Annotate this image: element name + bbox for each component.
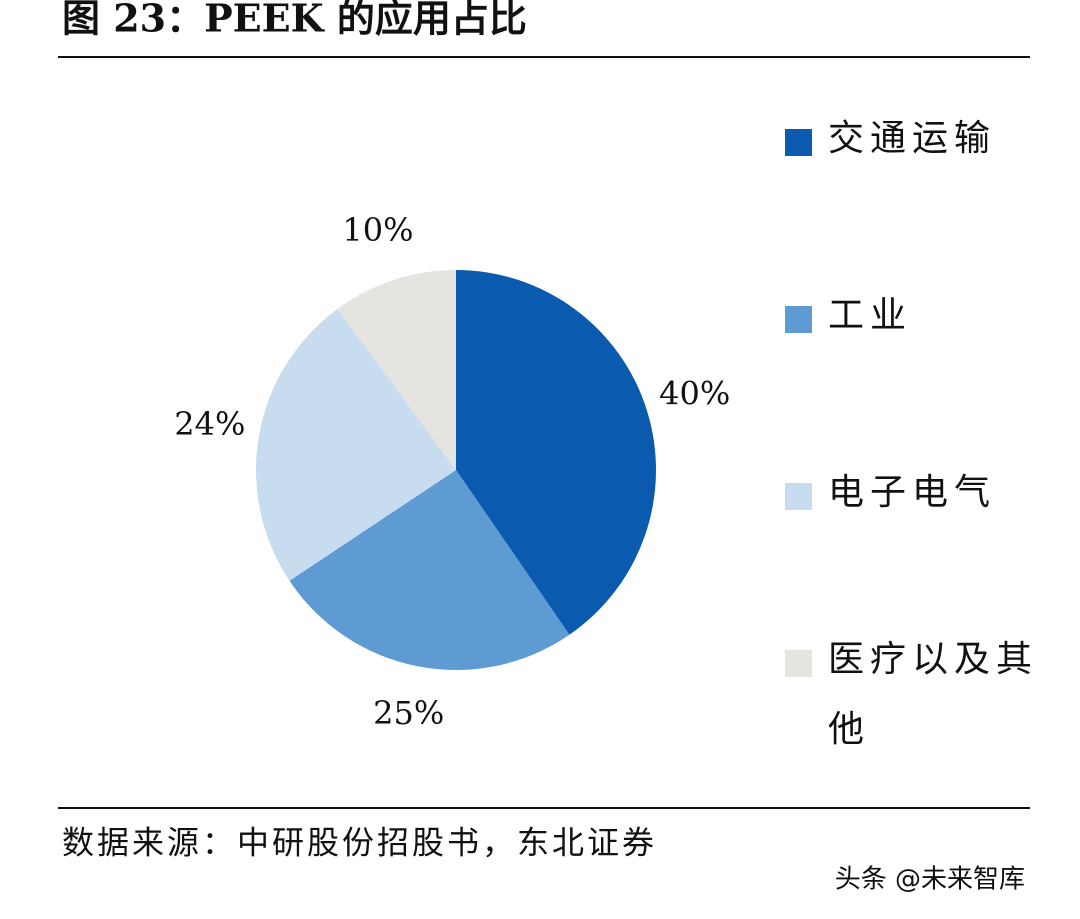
watermark: 头条 @未来智库 [835, 865, 1025, 895]
data-label: 25% [373, 694, 444, 732]
legend-label: 电子电气 [828, 472, 997, 513]
legend-label: 工业 [828, 295, 913, 336]
legend-label: 医疗以及其他 [828, 639, 1039, 750]
legend-swatch [785, 129, 812, 156]
pie-slice [337, 270, 456, 470]
legend-item: 医疗以及其他 [785, 639, 1048, 765]
data-label: 10% [342, 211, 413, 249]
pie-slice [456, 270, 656, 635]
chart-title: 图 23：PEEK 的应用占比 [62, 0, 527, 41]
source: 数据来源：中研股份招股书，东北证券 [62, 824, 657, 862]
legend-swatch [785, 650, 812, 677]
legend-label: 交通运输 [828, 118, 997, 159]
pie-slice [289, 470, 570, 671]
legend-swatch [785, 483, 812, 510]
data-label: 40% [659, 374, 730, 412]
data-label: 24% [174, 405, 245, 443]
pie-slice [255, 308, 456, 581]
legend-item: 电子电气 [785, 472, 1048, 528]
legend-swatch [785, 306, 812, 333]
legend-item: 交通运输 [785, 118, 1048, 174]
legend-item: 工业 [785, 295, 1048, 351]
